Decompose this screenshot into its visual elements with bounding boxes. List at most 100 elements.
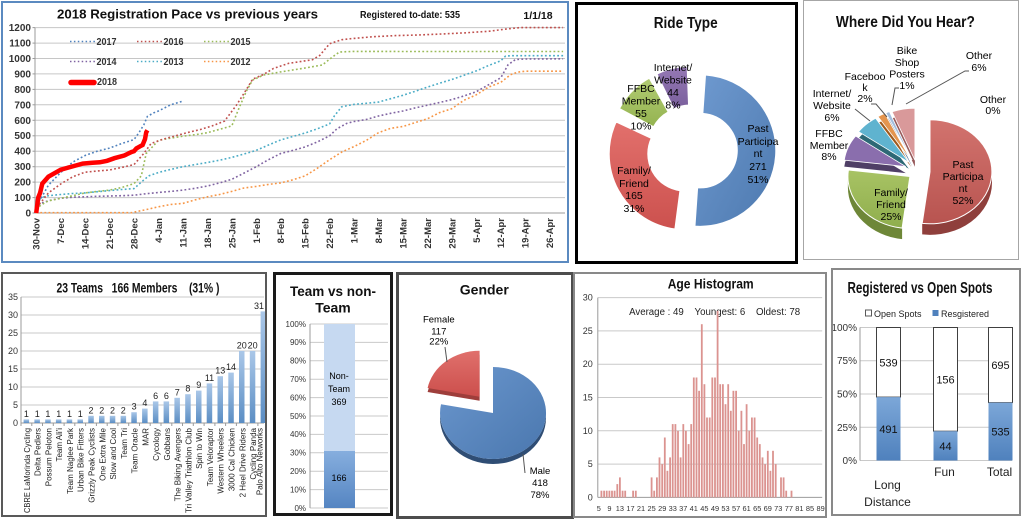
svg-text:0%: 0% [985, 105, 1000, 117]
svg-text:Family/: Family/ [874, 187, 908, 199]
svg-text:21-Dec: 21-Dec [105, 218, 116, 249]
svg-text:FFBC: FFBC [815, 128, 843, 140]
svg-text:Team Oracle: Team Oracle [131, 427, 140, 473]
svg-text:11-Jan: 11-Jan [178, 218, 189, 248]
svg-text:31%: 31% [623, 203, 644, 215]
svg-text:Palo Alto Networks: Palo Alto Networks [256, 428, 265, 495]
svg-text:Team: Team [328, 384, 350, 394]
svg-text:MAR: MAR [141, 428, 150, 446]
svg-text:20: 20 [8, 346, 18, 356]
svg-text:78%: 78% [530, 490, 550, 501]
svg-text:90%: 90% [290, 338, 306, 347]
svg-text:1: 1 [67, 409, 72, 419]
svg-text:2 Heel Drive Riders: 2 Heel Drive Riders [238, 428, 247, 497]
svg-text:Slow and Cool: Slow and Cool [109, 428, 118, 480]
svg-text:Past: Past [952, 159, 973, 171]
svg-text:369: 369 [331, 397, 346, 407]
svg-text:Faceboo: Faceboo [845, 71, 886, 83]
svg-text:5: 5 [13, 400, 18, 410]
svg-text:2015: 2015 [231, 36, 251, 48]
svg-text:Where Did You Hear?: Where Did You Hear? [836, 14, 975, 31]
svg-text:271: 271 [749, 161, 767, 173]
svg-text:2: 2 [121, 405, 126, 415]
svg-text:8-Feb: 8-Feb [276, 218, 287, 244]
svg-text:One Extra Mile: One Extra Mile [98, 427, 107, 480]
svg-text:1-Mar: 1-Mar [350, 218, 361, 244]
svg-text:29: 29 [658, 504, 666, 513]
svg-text:Male: Male [530, 466, 551, 477]
svg-text:5: 5 [597, 504, 601, 513]
svg-text:156: 156 [936, 374, 954, 386]
svg-text:70%: 70% [290, 375, 306, 384]
svg-text:35: 35 [8, 292, 18, 302]
svg-text:2013: 2013 [164, 56, 184, 68]
svg-text:15: 15 [8, 364, 18, 374]
svg-text:31: 31 [254, 301, 264, 311]
svg-text:k: k [862, 82, 868, 94]
svg-text:81: 81 [795, 504, 803, 513]
svg-text:19-Apr: 19-Apr [521, 218, 532, 248]
svg-text:2%: 2% [857, 93, 872, 105]
svg-text:60%: 60% [290, 393, 306, 402]
svg-text:Bike: Bike [897, 45, 918, 57]
svg-text:Friend: Friend [619, 178, 649, 190]
svg-text:14-Dec: 14-Dec [81, 218, 92, 249]
svg-text:10: 10 [583, 426, 593, 436]
svg-text:2018: 2018 [97, 76, 117, 88]
svg-text:2017: 2017 [97, 36, 117, 48]
svg-text:1: 1 [56, 409, 61, 419]
svg-text:15-Feb: 15-Feb [301, 218, 312, 249]
svg-text:6: 6 [153, 391, 158, 401]
svg-text:28-Dec: 28-Dec [130, 218, 141, 249]
svg-text:22-Mar: 22-Mar [423, 218, 434, 249]
svg-text:0: 0 [25, 209, 31, 220]
svg-text:6: 6 [164, 391, 169, 401]
svg-text:491: 491 [879, 424, 897, 436]
svg-text:Open Spots: Open Spots [874, 309, 922, 319]
svg-text:Internet/: Internet/ [813, 88, 852, 100]
svg-text:77: 77 [785, 504, 793, 513]
svg-text:1-Feb: 1-Feb [252, 218, 263, 244]
svg-text:The Biking Avengers: The Biking Avengers [174, 428, 183, 501]
svg-text:Western Wheelers: Western Wheelers [217, 428, 226, 494]
svg-text:695: 695 [991, 360, 1009, 372]
svg-text:20: 20 [248, 341, 258, 351]
svg-text:20: 20 [583, 359, 593, 369]
svg-text:8-Mar: 8-Mar [374, 218, 385, 244]
svg-text:Registered vs Open Spots: Registered vs Open Spots [848, 280, 993, 297]
svg-text:5: 5 [588, 459, 593, 469]
svg-text:Age Histogram: Age Histogram [668, 276, 754, 292]
svg-text:20: 20 [237, 341, 247, 351]
svg-text:52%: 52% [952, 195, 973, 207]
svg-text:3: 3 [132, 402, 137, 412]
svg-text:6%: 6% [971, 62, 986, 74]
svg-text:800: 800 [14, 85, 31, 96]
svg-text:30-Nov: 30-Nov [32, 217, 43, 249]
svg-text:Average : 49 Youngest: 6: Average : 49 Youngest: 6 Oldest: 78 [629, 307, 800, 318]
svg-text:Gobbans: Gobbans [163, 428, 172, 460]
svg-text:61: 61 [742, 504, 750, 513]
svg-text:Spin to Win: Spin to Win [195, 428, 204, 469]
svg-text:17: 17 [626, 504, 634, 513]
svg-text:25-Jan: 25-Jan [227, 218, 238, 248]
svg-text:0: 0 [588, 492, 593, 502]
svg-text:FFBC: FFBC [627, 83, 655, 95]
svg-text:57: 57 [732, 504, 740, 513]
svg-text:53: 53 [721, 504, 729, 513]
svg-text:0%: 0% [294, 504, 306, 513]
svg-text:539: 539 [879, 357, 897, 369]
svg-text:30: 30 [583, 293, 593, 303]
svg-text:Total: Total [987, 465, 1012, 479]
svg-text:1: 1 [45, 409, 50, 419]
svg-text:20%: 20% [290, 467, 306, 476]
svg-text:8: 8 [185, 384, 190, 394]
svg-text:10%: 10% [630, 121, 651, 133]
svg-text:Participa: Participa [943, 171, 984, 183]
svg-text:12-Apr: 12-Apr [496, 218, 507, 248]
svg-text:nt: nt [754, 148, 763, 160]
svg-text:1: 1 [78, 409, 83, 419]
svg-text:Member: Member [810, 140, 849, 152]
svg-text:25%: 25% [837, 423, 857, 434]
svg-text:15: 15 [583, 393, 593, 403]
svg-text:55: 55 [635, 108, 647, 120]
